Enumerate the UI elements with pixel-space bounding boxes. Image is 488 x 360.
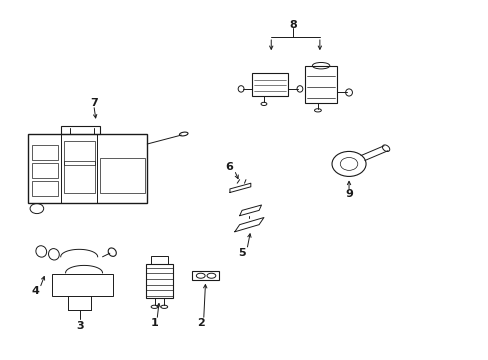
Text: 1: 1: [150, 318, 158, 328]
Bar: [28, 134, 147, 203]
Bar: [145, 264, 172, 298]
Bar: [64, 140, 95, 165]
Text: 6: 6: [224, 162, 232, 172]
Bar: [251, 73, 287, 96]
Text: 4: 4: [31, 286, 39, 296]
Text: 2: 2: [197, 318, 204, 328]
Text: 9: 9: [345, 189, 352, 199]
Text: 7: 7: [90, 98, 98, 108]
Bar: [52, 274, 113, 296]
Bar: [32, 181, 58, 196]
Bar: [64, 161, 95, 193]
Text: 3: 3: [76, 321, 84, 332]
Bar: [192, 271, 218, 280]
Bar: [305, 66, 336, 103]
Bar: [32, 163, 58, 178]
Bar: [61, 126, 100, 134]
Bar: [150, 256, 167, 264]
Bar: [100, 158, 144, 193]
Text: 5: 5: [238, 248, 245, 258]
Bar: [32, 145, 58, 160]
Text: 8: 8: [289, 19, 296, 30]
